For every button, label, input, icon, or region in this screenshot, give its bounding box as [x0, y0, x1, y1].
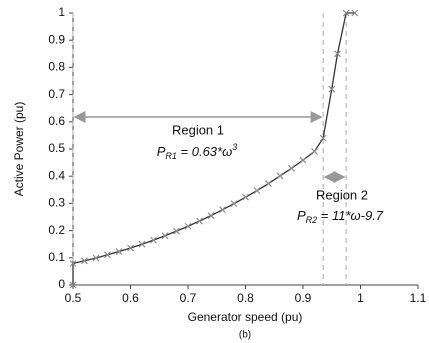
- point-marker: [104, 251, 111, 259]
- y-tick-label: 0.1: [48, 250, 65, 264]
- x-tick-label: 0.6: [122, 291, 139, 305]
- point-marker: [242, 193, 249, 201]
- point-marker: [92, 254, 100, 262]
- x-axis-title: Generator speed (pu): [188, 310, 303, 324]
- point-marker: [299, 156, 307, 164]
- point-marker: [115, 248, 123, 255]
- formula-expression: = 11*ω-9.7: [317, 208, 384, 223]
- y-axis-title: Active Power (pu): [12, 102, 26, 197]
- region-formula: PR1 = 0.63*ω3: [157, 142, 238, 161]
- point-marker: [184, 222, 192, 230]
- point-marker: [173, 227, 180, 235]
- point-marker: [196, 217, 203, 225]
- y-tick-label: 1: [58, 5, 65, 19]
- x-tick-label: 0.8: [237, 291, 254, 305]
- region-formula: PR2 = 11*ω-9.7: [297, 208, 384, 225]
- point-marker: [69, 260, 77, 267]
- y-tick-label: 0.8: [48, 60, 65, 74]
- x-tick-label: 0.5: [65, 291, 82, 305]
- point-marker: [207, 212, 215, 220]
- point-marker: [351, 9, 359, 17]
- point-marker: [219, 206, 226, 214]
- caption: (b): [239, 330, 251, 341]
- point-marker: [311, 148, 318, 155]
- y-tick-label: 0.6: [48, 114, 65, 128]
- point-marker: [138, 240, 146, 248]
- point-marker: [288, 164, 295, 172]
- region-label: Region 1: [172, 122, 224, 137]
- formula-subscript: R1: [165, 151, 177, 161]
- y-tick-label: 0.3: [48, 196, 65, 210]
- formula-subscript: R2: [306, 215, 318, 225]
- x-tick-label: 0.9: [295, 291, 312, 305]
- point-marker: [230, 200, 238, 208]
- formula-symbol: P: [157, 144, 166, 159]
- formula-symbol: P: [297, 208, 306, 223]
- point-marker: [150, 236, 157, 244]
- point-marker: [276, 172, 284, 180]
- y-tick-label: 0.4: [48, 168, 65, 182]
- x-tick-label: 0.7: [180, 291, 197, 305]
- point-marker: [319, 134, 327, 142]
- y-tick-label: 0.7: [48, 87, 65, 101]
- point-marker: [127, 244, 134, 252]
- formula-superscript: 3: [232, 142, 237, 152]
- point-marker: [161, 232, 169, 240]
- region-label: Region 2: [316, 187, 368, 202]
- series-line: [72, 12, 355, 285]
- formula-expression: = 0.63*ω: [177, 144, 232, 159]
- point-marker: [328, 85, 336, 93]
- point-marker: [265, 180, 272, 187]
- y-tick-label: 0.5: [48, 141, 65, 155]
- y-tick-label: 0: [58, 277, 65, 291]
- point-marker: [342, 9, 350, 17]
- point-marker: [334, 50, 341, 58]
- y-tick-label: 0.2: [48, 223, 65, 237]
- x-tick-label: 1: [357, 291, 364, 305]
- point-marker: [253, 187, 261, 195]
- x-tick-label: 1.1: [410, 291, 427, 305]
- point-marker: [69, 281, 77, 289]
- point-marker: [81, 257, 88, 265]
- y-tick-label: 0.9: [48, 32, 65, 46]
